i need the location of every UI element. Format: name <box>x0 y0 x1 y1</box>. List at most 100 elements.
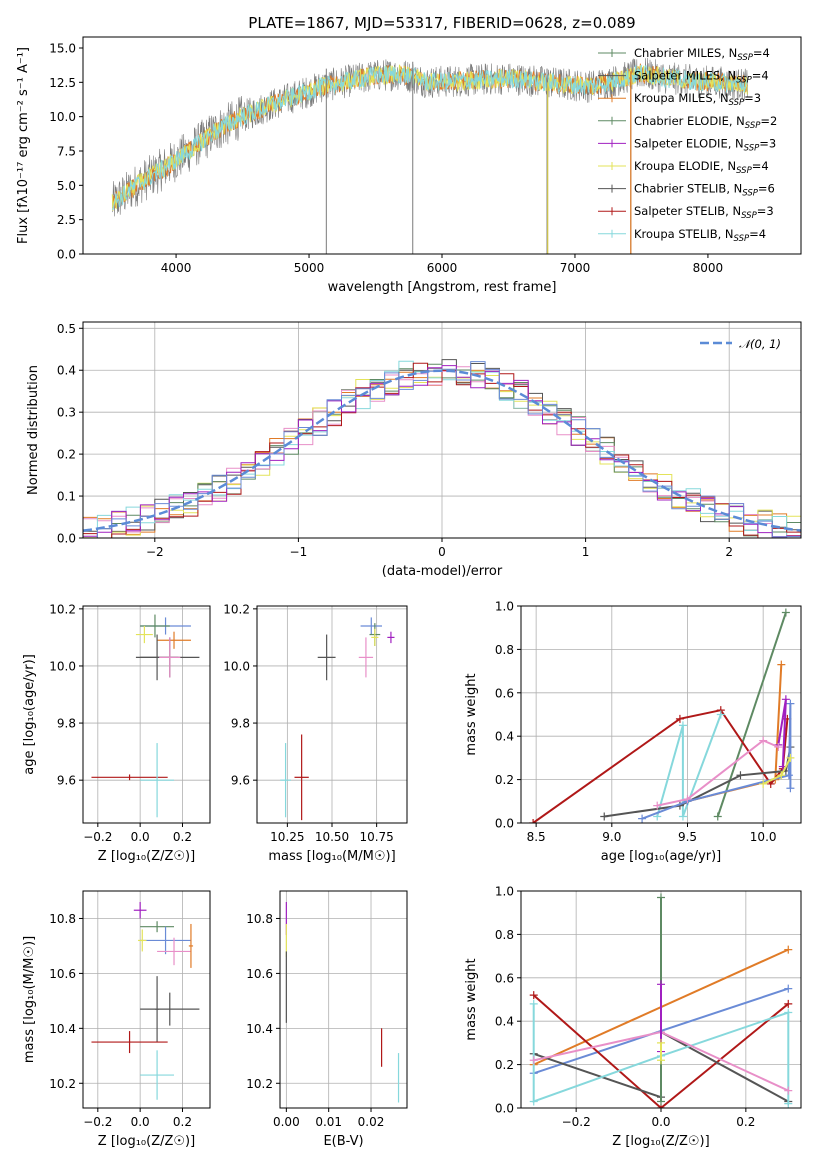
mass-weight-marker <box>529 819 538 823</box>
spectrum-series <box>111 57 748 254</box>
mass-weight-vs-age-panel: 8.5 9.0 9.5 10.0 0.0 0.2 0.4 0.6 0.8 1.0 age [log₁… <box>464 600 802 864</box>
mass-weight-marker <box>777 660 786 669</box>
x-tick-label: 10.50 <box>315 830 349 844</box>
x-tick-label: −0.2 <box>83 1115 112 1129</box>
y-tick-label: 9.8 <box>57 717 76 731</box>
x-tick-label: 0.2 <box>736 1115 755 1129</box>
errorbar-series <box>285 901 400 1103</box>
mass-weight-marker <box>784 1086 793 1095</box>
mass-weight-marker <box>678 812 687 821</box>
axes-frame <box>520 605 802 824</box>
mass-vs-EBV-panel: 0.00 0.01 0.02 10.2 10.4 10.6 10.8 E(B-V) <box>246 890 408 1149</box>
y-tick-label: 7.5 <box>57 144 76 158</box>
y-tick-label: 0.1 <box>57 490 76 504</box>
y-tick-label: 1.0 <box>495 885 514 899</box>
legend-label: Salpeter STELIB, NSSP=3 <box>634 204 774 221</box>
y-tick-label: 0.0 <box>57 532 76 546</box>
y-tick-label: 0.0 <box>57 248 76 262</box>
legend-label: Chabrier ELODIE, NSSP=2 <box>634 114 777 131</box>
x-tick-label: 1 <box>582 545 590 559</box>
model-spectrum-line <box>112 64 748 211</box>
x-axis-label: Z [log₁₀(Z/Z☉)] <box>612 1134 709 1149</box>
mass-weight-marker <box>675 714 684 723</box>
mass-weight-marker <box>716 710 725 719</box>
mass-weight-marker <box>786 784 795 793</box>
y-tick-label: 10.8 <box>49 912 76 926</box>
mass-weight-marker <box>781 695 790 704</box>
y-tick-label: 0.4 <box>495 1015 514 1029</box>
legend-label: Chabrier STELIB, NSSP=6 <box>634 182 775 199</box>
legend-label: Salpeter MILES, NSSP=4 <box>634 69 769 86</box>
x-tick-label: 9.5 <box>678 830 697 844</box>
spectrum-panel: 4000 5000 6000 7000 8000 0.0 2.5 5.0 7.5 10.0 12.5… <box>16 14 802 295</box>
y-axis-label: Flux [fλ10⁻¹⁷ erg cm⁻² s⁻¹ A⁻¹] <box>16 47 31 244</box>
mass-weight-marker <box>759 736 768 745</box>
mass-weight-marker <box>600 812 609 821</box>
mass-weight-marker <box>781 608 790 617</box>
y-tick-label: 0.2 <box>495 773 514 787</box>
legend-label: Kroupa ELODIE, NSSP=4 <box>634 159 769 176</box>
mass-weight-marker <box>529 1056 538 1065</box>
x-tick-label: 6000 <box>427 261 458 275</box>
x-tick-label: 0 <box>438 545 446 559</box>
mass-weight-line <box>641 703 792 820</box>
y-tick-label: 10.2 <box>49 1077 76 1091</box>
y-tick-label: 10.8 <box>246 912 273 926</box>
mass-weight-series <box>529 893 793 1108</box>
y-axis-label: mass weight <box>464 958 479 1040</box>
y-axis-label: mass [log₁₀(M/M☉)] <box>22 936 37 1063</box>
y-tick-label: 5.0 <box>57 179 76 193</box>
mass-weight-vs-Z-panel: −0.2 0.0 0.2 0.0 0.2 0.4 0.6 0.8 1.0 Z [log₁₀(Z/Z… <box>464 885 802 1149</box>
mass-weight-marker <box>759 779 768 788</box>
mass-weight-marker <box>657 1038 665 1047</box>
mass-weight-line <box>533 994 789 1108</box>
y-axis-label: age [log₁₀(age/yr)] <box>22 654 37 775</box>
mass-weight-marker <box>683 795 692 804</box>
legend-label: Chabrier MILES, NSSP=4 <box>634 46 770 63</box>
mass-weight-marker <box>657 1056 665 1065</box>
x-tick-label: 4000 <box>161 261 192 275</box>
x-tick-label: 0.2 <box>173 1115 192 1129</box>
mass-weight-line <box>656 739 779 807</box>
y-tick-label: 10.2 <box>49 602 76 616</box>
y-tick-label: 10.2 <box>246 1077 273 1091</box>
x-axis-label: (data-model)/error <box>382 564 503 579</box>
age-vs-Z-panel: −0.2 0.0 0.2 9.6 9.8 10.0 10.2 Z [log₁₀(Z/Z☉)] a… <box>22 602 211 864</box>
mass-weight-marker <box>784 999 793 1008</box>
errorbar-series <box>91 901 200 1100</box>
x-axis-label: wavelength [Angstrom, rest frame] <box>328 280 557 295</box>
mass-weight-marker <box>784 1099 793 1108</box>
y-tick-label: 0.0 <box>495 1102 514 1116</box>
x-tick-label: 10.25 <box>270 830 304 844</box>
mass-weight-marker <box>657 980 665 989</box>
y-tick-label: 0.4 <box>57 364 76 378</box>
y-tick-label: 15.0 <box>49 41 76 55</box>
mass-weight-marker <box>529 1097 538 1106</box>
y-tick-label: 0.4 <box>495 730 514 744</box>
y-tick-label: 2.5 <box>57 213 76 227</box>
mass-weight-marker <box>784 1008 793 1017</box>
x-tick-label: 0.0 <box>651 1115 670 1129</box>
errorbar-series <box>91 614 200 818</box>
mass-weight-marker <box>653 801 662 810</box>
mass-weight-marker <box>786 699 795 708</box>
y-axis-label: Normed distribution <box>26 365 41 495</box>
y-tick-label: 9.6 <box>231 774 250 788</box>
x-tick-label: −0.2 <box>83 830 112 844</box>
y-axis-label: mass weight <box>464 673 479 755</box>
model-spectrum-line <box>111 64 748 211</box>
chart-title: PLATE=1867, MJD=53317, FIBERID=0628, z=0… <box>248 14 635 32</box>
legend-label: Kroupa STELIB, NSSP=4 <box>634 227 766 244</box>
mass-weight-marker <box>529 991 538 1000</box>
y-tick-label: 0.8 <box>495 928 514 942</box>
x-tick-label: 5000 <box>294 261 325 275</box>
mass-weight-marker <box>774 743 783 752</box>
y-tick-label: 0.2 <box>495 1058 514 1072</box>
x-axis-label: age [log₁₀(age/yr)] <box>601 849 722 864</box>
age-vs-mass-panel: 10.25 10.50 10.75 9.6 9.8 10.0 10.2 mass [log₁₀… <box>223 602 408 864</box>
legend-label: Salpeter ELODIE, NSSP=3 <box>634 136 776 153</box>
x-axis-label: Z [log₁₀(Z/Z☉)] <box>98 849 195 864</box>
x-tick-label: 9.0 <box>602 830 621 844</box>
x-axis-label: E(B-V) <box>323 1134 363 1149</box>
